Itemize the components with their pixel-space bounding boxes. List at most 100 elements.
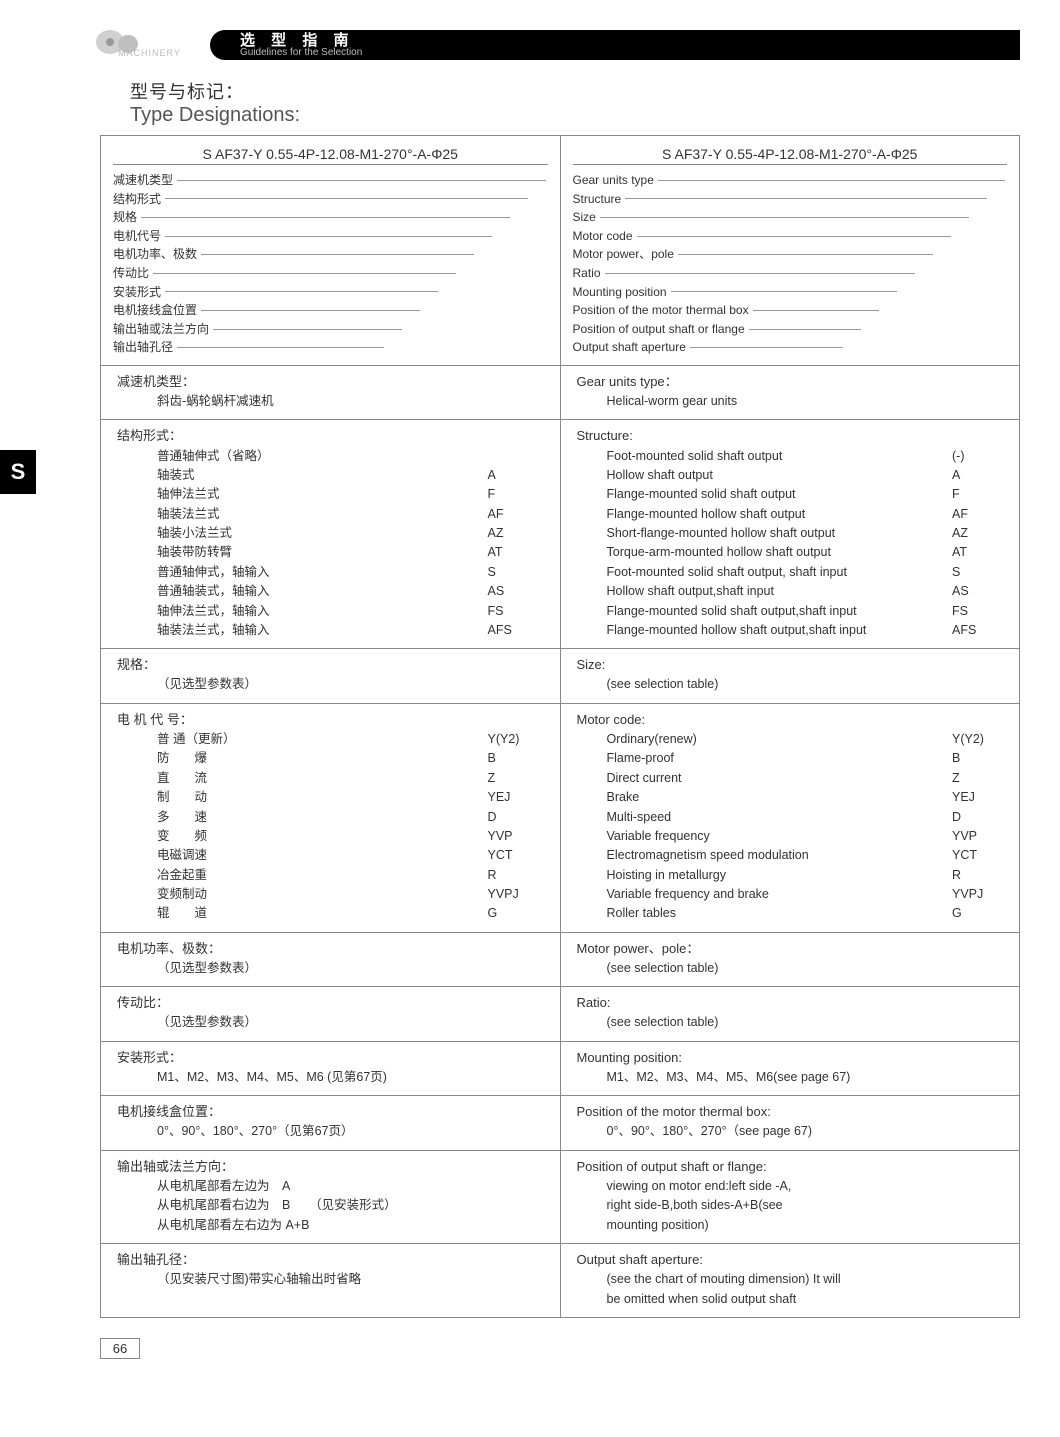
sec-mounting-en: Mounting position: M1、M2、M3、M4、M5、M6(see…	[560, 1042, 1020, 1096]
kv-code: YCT	[488, 846, 548, 865]
kv-row: 普通轴装式，轴输入AS	[157, 582, 548, 601]
param-row: 减速机类型	[113, 171, 548, 190]
sec-structure-en: Structure: Foot-mounted solid shaft outp…	[560, 420, 1020, 648]
kv-row: 轴装法兰式，轴输入AFS	[157, 621, 548, 640]
kv-code: D	[952, 808, 1007, 827]
sec-ratio-en: Ratio: (see selection table)	[560, 987, 1020, 1041]
kv-label: Multi-speed	[607, 808, 953, 827]
body-line: mounting position)	[607, 1216, 1008, 1235]
kv-label: Electromagnetism speed modulation	[607, 846, 953, 865]
kv-label: Variable frequency and brake	[607, 885, 953, 904]
kv-label: 轴装法兰式，轴输入	[157, 621, 488, 640]
kv-row: 轴伸法兰式F	[157, 485, 548, 504]
header-title-cn: 选 型 指 南	[240, 33, 1020, 48]
kv-row: 普 通（更新）Y(Y2)	[157, 730, 548, 749]
param-row: 安装形式	[113, 283, 548, 302]
kv-row: Foot-mounted solid shaft output, shaft i…	[607, 563, 1008, 582]
param-row: 电机接线盒位置	[113, 301, 548, 320]
kv-row: 防 爆B	[157, 749, 548, 768]
param-row: Position of the motor thermal box	[573, 301, 1008, 320]
param-label: 输出轴或法兰方向	[113, 320, 209, 339]
leader-line	[605, 273, 915, 274]
kv-code: AFS	[952, 621, 1007, 640]
body-line: 从电机尾部看右边为 B （见安装形式）	[157, 1196, 548, 1215]
kv-label: 轴伸法兰式	[157, 485, 488, 504]
kv-code: R	[952, 866, 1007, 885]
leader-line	[177, 180, 545, 181]
kv-label: Flange-mounted hollow shaft output,shaft…	[607, 621, 953, 640]
leader-line	[690, 347, 843, 348]
leader-line	[165, 236, 491, 237]
kv-label: 制 动	[157, 788, 488, 807]
param-row: 输出轴孔径	[113, 338, 548, 357]
param-row: Motor code	[573, 227, 1008, 246]
kv-row: 轴装带防转臂AT	[157, 543, 548, 562]
kv-code: AS	[488, 582, 548, 601]
page-header: MACHINERY 选 型 指 南 Guidelines for the Sel…	[100, 30, 1020, 68]
kv-code: (-)	[952, 447, 1007, 466]
kv-row: Variable frequencyYVP	[607, 827, 1008, 846]
kv-code: S	[488, 563, 548, 582]
param-label: Output shaft aperture	[573, 338, 686, 357]
leader-line	[678, 254, 933, 255]
kv-label: Hoisting in metallurgy	[607, 866, 953, 885]
body-line: right side-B,both sides-A+B(see	[607, 1196, 1008, 1215]
code-string-en: S AF37-Y 0.55-4P-12.08-M1-270°-A-Φ25	[573, 146, 1008, 165]
kv-label: 普通轴伸式，轴输入	[157, 563, 488, 582]
kv-row: 变频制动YVPJ	[157, 885, 548, 904]
kv-row: 制 动YEJ	[157, 788, 548, 807]
kv-code: YVP	[488, 827, 548, 846]
leader-line	[637, 236, 951, 237]
kv-label: 冶金起重	[157, 866, 488, 885]
kv-row: 直 流Z	[157, 769, 548, 788]
kv-label: Flange-mounted solid shaft output,shaft …	[607, 602, 953, 621]
kv-label: 多 速	[157, 808, 488, 827]
sec-mounting-cn: 安装形式： M1、M2、M3、M4、M5、M6 (见第67页)	[101, 1042, 560, 1096]
side-tab: S	[0, 450, 36, 494]
kv-row: Hollow shaft outputA	[607, 466, 1008, 485]
leader-line	[165, 198, 527, 199]
param-row: 输出轴或法兰方向	[113, 320, 548, 339]
kv-row: 变 频YVP	[157, 827, 548, 846]
kv-code: YVPJ	[952, 885, 1007, 904]
leader-line	[625, 198, 987, 199]
kv-code	[488, 447, 548, 466]
leader-line	[177, 347, 383, 348]
param-row: 电机功率、极数	[113, 245, 548, 264]
kv-label: 辊 道	[157, 904, 488, 923]
kv-label: Flame-proof	[607, 749, 953, 768]
leader-line	[213, 329, 401, 330]
kv-row: 轴装法兰式AF	[157, 505, 548, 524]
param-label: Ratio	[573, 264, 601, 283]
param-label: 结构形式	[113, 190, 161, 209]
param-row: Position of output shaft or flange	[573, 320, 1008, 339]
kv-code: Y(Y2)	[952, 730, 1007, 749]
kv-code: D	[488, 808, 548, 827]
kv-row: Variable frequency and brakeYVPJ	[607, 885, 1008, 904]
kv-label: Variable frequency	[607, 827, 953, 846]
param-label: Structure	[573, 190, 622, 209]
kv-code: F	[488, 485, 548, 504]
param-label: Position of output shaft or flange	[573, 320, 745, 339]
param-label: 输出轴孔径	[113, 338, 173, 357]
kv-row: Short-flange-mounted hollow shaft output…	[607, 524, 1008, 543]
kv-label: Foot-mounted solid shaft output	[607, 447, 953, 466]
sec-aperture-en: Output shaft aperture: (see the chart of…	[560, 1244, 1020, 1317]
kv-code: AF	[488, 505, 548, 524]
leader-line	[671, 291, 897, 292]
kv-label: 变 频	[157, 827, 488, 846]
kv-label: 轴装小法兰式	[157, 524, 488, 543]
sec-ratio-cn: 传动比： （见选型参数表）	[101, 987, 560, 1041]
sec-aperture-cn: 输出轴孔径： （见安装尺寸图)带实心轴输出时省略	[101, 1244, 560, 1317]
leader-line	[753, 310, 879, 311]
param-row: 规格	[113, 208, 548, 227]
kv-code: YEJ	[952, 788, 1007, 807]
kv-code: B	[488, 749, 548, 768]
title-block: 型号与标记： Type Designations:	[130, 78, 1020, 127]
kv-label: Hollow shaft output,shaft input	[607, 582, 953, 601]
kv-row: Roller tablesG	[607, 904, 1008, 923]
kv-row: 冶金起重R	[157, 866, 548, 885]
kv-code: YEJ	[488, 788, 548, 807]
kv-label: 直 流	[157, 769, 488, 788]
leader-line	[165, 291, 437, 292]
